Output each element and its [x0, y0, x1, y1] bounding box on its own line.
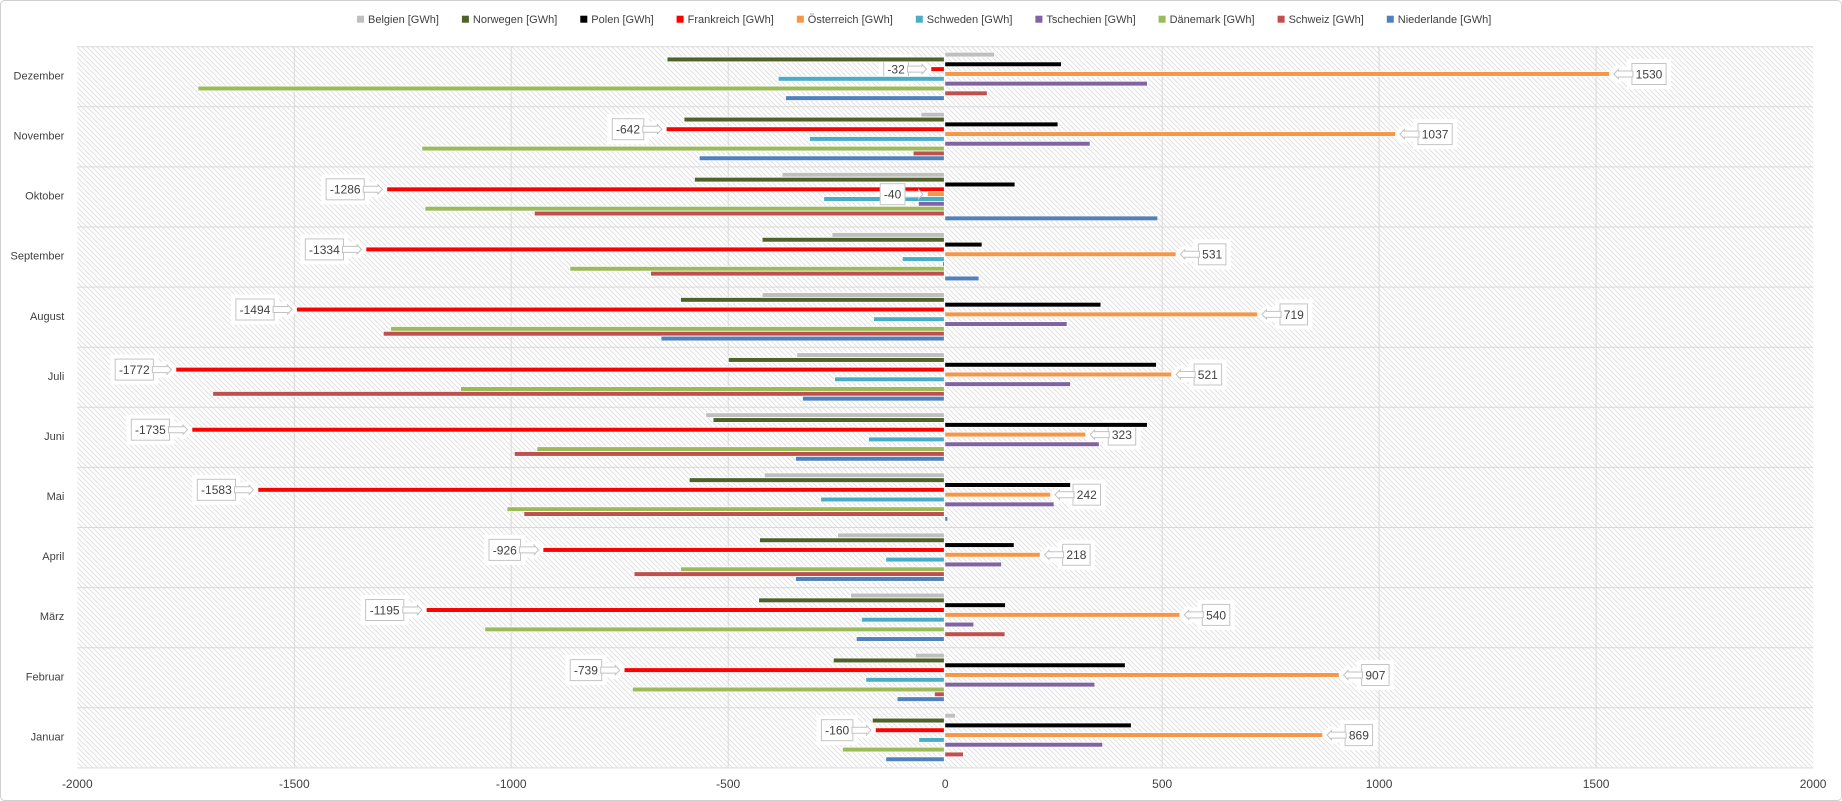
- svg-text:-1195: -1195: [370, 603, 400, 617]
- svg-text:1037: 1037: [1422, 128, 1449, 142]
- svg-text:Schweden [GWh]: Schweden [GWh]: [927, 14, 1013, 26]
- svg-text:November: November: [14, 131, 65, 143]
- svg-text:-32: -32: [887, 63, 905, 77]
- svg-text:-500: -500: [716, 777, 740, 791]
- svg-text:Dezember: Dezember: [14, 70, 65, 82]
- svg-text:Januar: Januar: [31, 732, 65, 744]
- svg-text:-1772: -1772: [119, 363, 150, 377]
- svg-text:Mai: Mai: [47, 491, 65, 503]
- svg-text:-1500: -1500: [279, 777, 310, 791]
- svg-text:-1494: -1494: [240, 303, 271, 317]
- svg-text:-739: -739: [574, 664, 598, 678]
- svg-text:August: August: [30, 311, 64, 323]
- svg-text:Juli: Juli: [48, 371, 65, 383]
- svg-text:323: 323: [1112, 428, 1132, 442]
- svg-text:2000: 2000: [1800, 777, 1827, 791]
- svg-text:-642: -642: [616, 123, 640, 137]
- svg-text:0: 0: [942, 777, 949, 791]
- svg-text:531: 531: [1202, 248, 1222, 262]
- svg-text:500: 500: [1152, 777, 1172, 791]
- svg-text:-1286: -1286: [330, 183, 361, 197]
- svg-text:242: 242: [1077, 488, 1097, 502]
- svg-text:Polen [GWh]: Polen [GWh]: [591, 14, 653, 26]
- svg-text:907: 907: [1365, 668, 1385, 682]
- svg-text:Juni: Juni: [44, 431, 64, 443]
- svg-text:Belgien [GWh]: Belgien [GWh]: [368, 14, 439, 26]
- svg-text:Frankreich [GWh]: Frankreich [GWh]: [688, 14, 774, 26]
- svg-text:521: 521: [1198, 368, 1218, 382]
- svg-text:Schweiz [GWh]: Schweiz [GWh]: [1289, 14, 1364, 26]
- svg-text:September: September: [10, 251, 64, 263]
- svg-text:-1334: -1334: [309, 243, 340, 257]
- svg-text:Tschechien [GWh]: Tschechien [GWh]: [1046, 14, 1135, 26]
- svg-text:April: April: [42, 551, 64, 563]
- svg-text:Oktober: Oktober: [25, 191, 64, 203]
- svg-text:Norwegen [GWh]: Norwegen [GWh]: [473, 14, 557, 26]
- svg-text:1000: 1000: [1366, 777, 1393, 791]
- svg-text:-160: -160: [825, 724, 849, 738]
- svg-text:540: 540: [1206, 608, 1226, 622]
- svg-text:-2000: -2000: [62, 777, 93, 791]
- svg-text:-1583: -1583: [201, 483, 232, 497]
- svg-text:-40: -40: [884, 188, 902, 202]
- svg-text:-926: -926: [493, 543, 517, 557]
- svg-text:869: 869: [1349, 729, 1369, 743]
- svg-text:-1735: -1735: [135, 423, 166, 437]
- svg-text:Februar: Februar: [26, 671, 65, 683]
- svg-text:1500: 1500: [1583, 777, 1610, 791]
- svg-text:1530: 1530: [1636, 67, 1663, 81]
- svg-text:218: 218: [1066, 548, 1086, 562]
- svg-text:719: 719: [1284, 308, 1304, 322]
- svg-text:-1000: -1000: [496, 777, 527, 791]
- svg-text:Niederlande [GWh]: Niederlande [GWh]: [1398, 14, 1492, 26]
- svg-text:März: März: [40, 611, 64, 623]
- svg-text:Österreich [GWh]: Österreich [GWh]: [808, 14, 893, 26]
- svg-text:Dänemark [GWh]: Dänemark [GWh]: [1170, 14, 1255, 26]
